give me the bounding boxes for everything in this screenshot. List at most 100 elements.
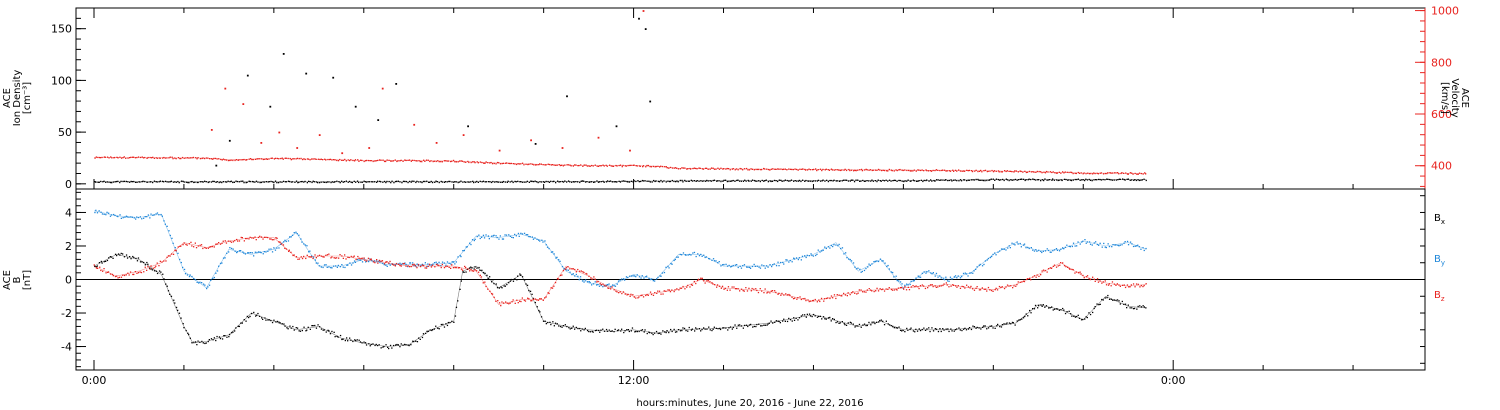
data-point-Bx [404, 343, 406, 346]
data-point-By [1027, 246, 1029, 249]
data-point-density [185, 181, 187, 183]
data-point-velocity [710, 167, 713, 169]
data-point-density [800, 180, 802, 183]
data-point-Bx [1086, 316, 1088, 319]
data-point-Bx [410, 344, 412, 346]
data-point-density [514, 180, 516, 183]
data-point-Bx [1107, 294, 1109, 297]
data-point-density [663, 180, 665, 182]
data-point-Bz [216, 243, 218, 245]
data-point-density [986, 179, 988, 182]
data-point-By [852, 262, 855, 264]
data-point-Bx [278, 321, 280, 323]
data-point-By [1118, 245, 1120, 247]
data-point-Bx [865, 324, 867, 327]
data-point-velocity [961, 170, 963, 172]
data-point-Bz [923, 285, 925, 287]
data-point-velocity [505, 162, 507, 164]
data-point-density [591, 181, 593, 183]
data-point-velocity [363, 160, 365, 163]
data-point-By [1047, 249, 1050, 252]
data-point-Bx [163, 278, 165, 280]
data-point-velocity [1106, 172, 1108, 175]
data-point-velocity [327, 158, 329, 161]
data-point-Bz [102, 270, 104, 272]
data-point-velocity [229, 159, 231, 162]
data-point-Bz [989, 289, 991, 291]
data-point-velocity [408, 159, 411, 161]
data-point-Bx [1024, 315, 1026, 318]
data-point-Bz [967, 286, 970, 288]
data-point-Bx [956, 328, 958, 330]
data-point-Bx [465, 271, 467, 273]
data-point-Bz [565, 267, 568, 269]
data-point-Bz [873, 290, 875, 293]
data-point-Bx [1000, 326, 1003, 328]
data-point-velocity [520, 163, 522, 165]
data-point-density [676, 180, 678, 182]
data-point-velocity [530, 163, 532, 165]
data-point-By [825, 247, 827, 250]
data-point-Bx [838, 322, 840, 324]
data-point-By [249, 252, 252, 254]
data-point-density [827, 180, 829, 183]
data-point-velocity [690, 168, 692, 170]
data-point-velocity [196, 158, 198, 160]
data-point-By [1022, 244, 1025, 246]
data-point-Bx [691, 328, 693, 330]
data-point-Bz [338, 257, 340, 259]
data-point-Bx [365, 344, 368, 346]
data-point-Bz [716, 284, 719, 286]
data-point-density [1053, 179, 1055, 181]
data-point-Bz [629, 295, 631, 297]
data-point-Bz [812, 300, 814, 302]
data-point-density [982, 179, 985, 182]
outlier-point-density [269, 105, 272, 108]
data-point-Bx [474, 266, 476, 268]
data-point-density [152, 181, 154, 184]
data-point-Bz [978, 289, 981, 291]
data-point-velocity [1144, 172, 1146, 174]
data-point-density [197, 181, 199, 184]
data-point-By [542, 241, 544, 243]
data-point-By [126, 216, 128, 218]
data-point-velocity [941, 169, 943, 172]
data-point-By [161, 215, 163, 217]
data-point-velocity [980, 169, 982, 172]
data-point-velocity [95, 156, 97, 158]
data-point-density [655, 180, 657, 182]
data-point-By [819, 251, 821, 253]
data-point-By [602, 286, 604, 288]
data-point-By [309, 250, 311, 252]
data-point-Bz [174, 249, 176, 251]
data-point-Bx [396, 343, 398, 346]
data-point-Bx [143, 261, 145, 264]
data-point-Bx [165, 283, 167, 285]
data-point-By [448, 262, 450, 264]
data-point-velocity [1036, 170, 1038, 173]
data-point-velocity [256, 158, 258, 160]
data-point-By [569, 271, 571, 273]
data-point-density [744, 179, 746, 181]
data-point-density [613, 181, 615, 183]
data-point-velocity [782, 168, 784, 171]
data-point-density [963, 179, 966, 181]
data-point-velocity [404, 159, 406, 161]
data-point-density [654, 180, 656, 183]
data-point-velocity [854, 169, 856, 171]
data-point-velocity [902, 169, 904, 172]
data-point-Bz [618, 292, 620, 294]
data-point-density [287, 180, 290, 182]
data-point-density [537, 181, 539, 184]
data-point-velocity [484, 162, 486, 164]
data-point-Bx [694, 330, 696, 332]
data-point-velocity [278, 158, 280, 160]
data-point-Bx [610, 330, 612, 332]
data-point-Bx [539, 311, 541, 313]
data-point-velocity [742, 169, 744, 171]
data-point-velocity [1004, 170, 1006, 172]
data-point-Bz [838, 294, 840, 296]
data-point-velocity [1140, 172, 1142, 175]
data-point-By [624, 279, 626, 281]
data-point-Bz [750, 290, 752, 292]
